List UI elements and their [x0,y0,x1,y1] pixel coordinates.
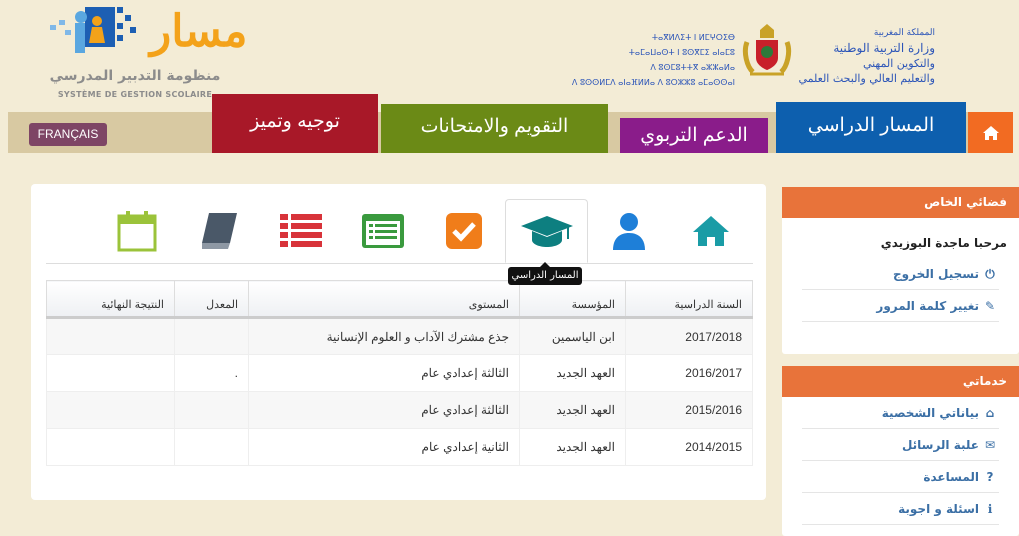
home-icon [692,216,729,246]
table-cell: العهد الجديد [519,354,626,392]
logo-graphic [50,7,136,53]
user-icon [612,213,645,250]
help-link[interactable]: ?المساعدة [802,461,999,493]
table-row: 2015/2016 العهد الجديد الثالثة إعدادي عام [46,391,753,429]
table-cell: الثالثة إعدادي عام [248,354,520,392]
my-space-title: فضائي الخاص [782,187,1019,218]
change-password-link[interactable]: ✎تغيير كلمة المرور [802,290,999,322]
nav-orientation[interactable]: توجيه وتميز [212,94,378,153]
services-panel: خدماتي ⌂بياناتي الشخصية ✉علبة الرسائل ?ا… [782,366,1019,536]
table-cell: الثانية إعدادي عام [248,428,520,466]
tab-academic-path[interactable] [505,199,588,263]
logo-subtitle-ar: منظومة التدبير المدرسي [49,68,221,84]
table-cell [46,428,175,466]
col-final-result: النتيجة النهائية [46,280,175,319]
list-alt-icon [361,214,404,248]
tab-tasks[interactable] [422,199,505,263]
table-cell: الثالثة إعدادي عام [248,391,520,429]
my-space-panel: فضائي الخاص مرحبا ماجدة البوزيدي ⏻تسجيل … [782,187,1019,354]
language-french-button[interactable]: FRANÇAIS [29,123,107,146]
list-icon [279,214,322,247]
graduation-cap-icon [520,216,573,247]
table-row: 2014/2015 العهد الجديد الثانية إعدادي عام [46,428,753,466]
table-cell [174,428,249,466]
tab-divider [46,263,753,264]
inbox-link[interactable]: ✉علبة الرسائل [802,429,999,461]
table-cell: العهد الجديد [519,428,626,466]
power-icon: ⏻ [985,267,995,281]
faq-link[interactable]: ℹاسئلة و اجوبة [802,493,999,525]
tooltip: المسار الدراسي [508,262,582,285]
col-average: المعدل [174,280,249,319]
tab-records[interactable] [341,199,424,263]
nav-evaluation-exams[interactable]: التقويم والامتحانات [381,104,608,153]
ministry-name: المملكة المغربية وزارة التربية الوطنية وال… [798,28,935,85]
table-cell: 2014/2015 [625,428,753,466]
table-row: 2017/2018 ابن الياسمين جذع مشترك الآداب و … [46,317,753,355]
table-cell: العهد الجديد [519,391,626,429]
ministry-tifinagh: ⵜⴰⴳⵍⴷⵉⵜ ⵏ ⵍⵎⵖⵔⵉⴱ ⵜⴰⵎⴰⵡⴰⵙⵜ ⵏ ⵓⵙⴳⵎⵉ ⴰⵏⴰⵎⵓ ⴷ … [571,33,735,87]
tab-book[interactable] [177,199,260,263]
table-cell: 2016/2017 [625,354,753,392]
logo-wordmark: مسار [150,6,248,57]
checkbox-icon [445,213,482,249]
tab-home[interactable] [669,199,752,263]
home-icon: ⌂ [985,406,995,420]
coat-of-arms-icon [742,24,792,76]
col-level: المستوى [248,280,520,319]
nav-academic-path[interactable]: المسار الدراسي [776,102,966,153]
table-row: 2016/2017 العهد الجديد الثالثة إعدادي عام. [46,354,753,392]
table-cell [174,391,249,429]
col-school-year: السنة الدراسية [625,280,753,319]
tab-profile[interactable] [587,199,670,263]
tab-calendar[interactable] [95,199,178,263]
table-cell [174,317,249,355]
table-cell: 2015/2016 [625,391,753,429]
calendar-icon [117,211,156,252]
academic-history-table: السنة الدراسية المؤسسة المستوى المعدل ال… [46,280,753,466]
col-institution: المؤسسة [519,280,626,319]
tab-list[interactable] [259,199,342,263]
logo-subtitle-fr: SYSTÈME DE GESTION SCOLAIRE [57,90,213,99]
table-cell [46,317,175,355]
edit-icon: ✎ [984,299,996,313]
services-title: خدماتي [782,366,1019,397]
welcome-text: مرحبا ماجدة البوزيدي [880,236,1007,250]
info-circle-icon: ℹ [987,502,993,516]
table-cell: 2017/2018 [625,317,753,355]
table-cell [46,391,175,429]
table-cell: ابن الياسمين [519,317,626,355]
table-cell: . [174,354,249,392]
logout-link[interactable]: ⏻تسجيل الخروج [802,258,999,290]
nav-home-button[interactable] [968,112,1013,153]
table-cell: جذع مشترك الآداب و العلوم الإنسانية [248,317,520,355]
envelope-icon: ✉ [984,438,996,452]
personal-data-link[interactable]: ⌂بياناتي الشخصية [802,397,999,429]
book-icon [201,213,237,249]
home-icon [982,125,999,140]
table-cell [46,354,175,392]
nav-pedagogical-support[interactable]: الدعم التربوي [620,118,768,153]
question-circle-icon: ? [986,470,994,484]
